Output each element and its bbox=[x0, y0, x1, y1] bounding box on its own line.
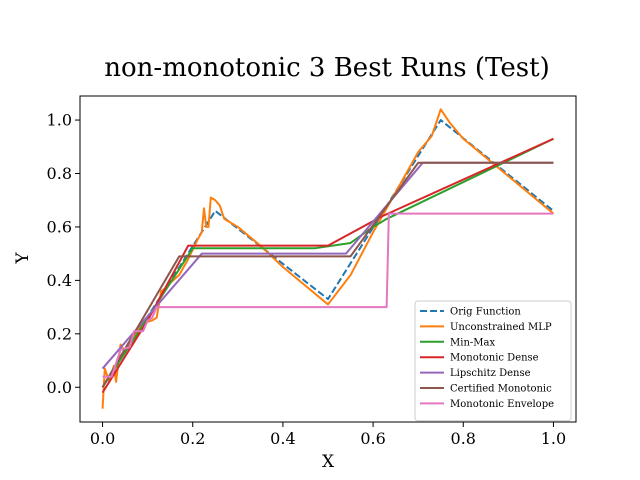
legend-item: Orig Function bbox=[420, 307, 521, 318]
x-tick-label: 0.4 bbox=[270, 429, 295, 448]
y-axis: 0.0 0.2 0.4 0.6 0.8 1.0 bbox=[47, 111, 80, 397]
x-axis-label: X bbox=[322, 452, 335, 472]
x-tick-label: 0.6 bbox=[360, 429, 385, 448]
series-line-monotonic-dense bbox=[101, 137, 554, 394]
y-tick-label: 0.0 bbox=[47, 378, 72, 397]
x-tick-label: 1.0 bbox=[541, 429, 566, 448]
legend-label: Min-Max bbox=[450, 337, 495, 348]
legend-item: Lipschitz Dense bbox=[420, 368, 531, 379]
series-line-certified-monotonic bbox=[101, 161, 554, 388]
legend-label: Lipschitz Dense bbox=[450, 368, 531, 379]
x-tick-label: 0.8 bbox=[451, 429, 476, 448]
y-tick-label: 1.0 bbox=[47, 111, 72, 130]
y-tick-label: 0.4 bbox=[47, 271, 72, 290]
legend-label: Monotonic Dense bbox=[450, 353, 539, 364]
plot-frame bbox=[79, 95, 577, 423]
x-tick-label: 0.2 bbox=[180, 429, 205, 448]
legend-item: Unconstrained MLP bbox=[420, 322, 552, 333]
series-line-min-max bbox=[101, 137, 554, 388]
legend-item: Certified Monotonic bbox=[420, 384, 552, 395]
legend-item: Monotonic Envelope bbox=[420, 399, 554, 410]
legend-box bbox=[414, 300, 572, 422]
series-lines bbox=[101, 108, 555, 409]
legend-label: Unconstrained MLP bbox=[450, 322, 552, 333]
y-axis-label: Y bbox=[13, 252, 33, 265]
chart-title: non-monotonic 3 Best Runs (Test) bbox=[104, 53, 549, 83]
legend-label: Certified Monotonic bbox=[450, 384, 552, 395]
series-line-monotonic-envelope bbox=[102, 212, 554, 378]
legend: Orig Function Unconstrained MLP Min-Max Mon… bbox=[414, 300, 572, 422]
legend-item: Monotonic Dense bbox=[420, 353, 539, 364]
y-tick-label: 0.8 bbox=[47, 164, 72, 183]
y-tick-label: 0.6 bbox=[47, 217, 72, 236]
y-tick-label: 0.2 bbox=[47, 324, 72, 343]
x-tick-label: 0.0 bbox=[90, 429, 115, 448]
legend-label: Monotonic Envelope bbox=[450, 399, 554, 410]
legend-item: Min-Max bbox=[420, 337, 495, 348]
legend-label: Orig Function bbox=[450, 307, 521, 318]
plot-area bbox=[79, 95, 577, 423]
x-axis: 0.0 0.2 0.4 0.6 0.8 1.0 bbox=[90, 422, 566, 448]
